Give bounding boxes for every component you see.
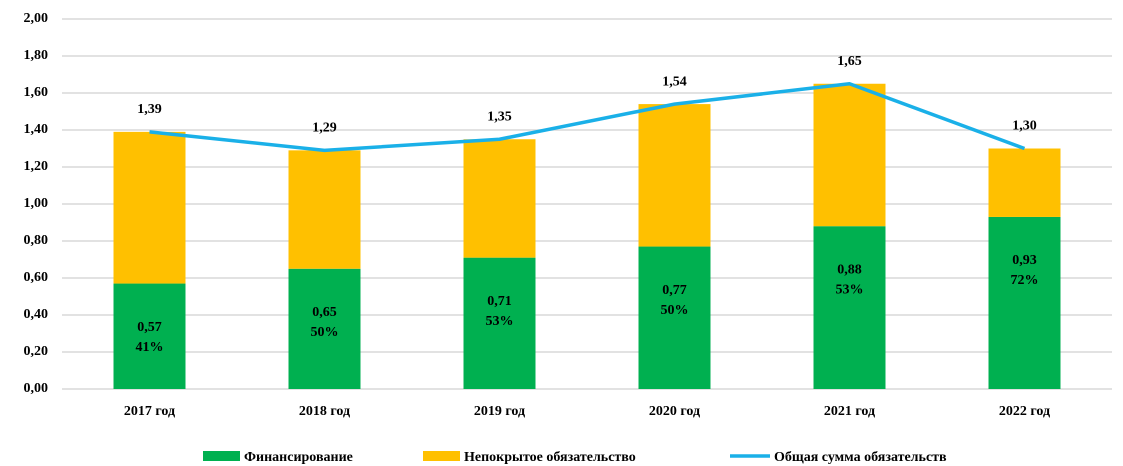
line: [149, 82, 1026, 153]
x-tick-label: 2021 год: [824, 404, 875, 419]
data-label: 1,65: [837, 54, 862, 69]
data-label: 1,30: [1012, 119, 1037, 134]
data-label: 1,35: [487, 109, 512, 124]
y-tick-label: 1,20: [24, 159, 49, 174]
legend-swatch: [423, 451, 460, 461]
percent-label: 53%: [486, 314, 514, 329]
data-label: 0,88: [837, 262, 862, 277]
bar: [288, 150, 361, 269]
x-tick-label: 2018 год: [299, 404, 350, 419]
bar: [463, 257, 536, 389]
percent-label: 41%: [136, 340, 164, 355]
bar: [813, 226, 886, 389]
percent-label: 50%: [311, 325, 339, 340]
y-tick-label: 0,60: [24, 270, 49, 285]
x-tick-label: 2019 год: [474, 404, 525, 419]
x-tick-label: 2020 год: [649, 404, 700, 419]
data-label: 0,77: [662, 283, 687, 298]
bar: [988, 216, 1061, 389]
y-tick-label: 1,60: [24, 85, 49, 100]
bar: [988, 148, 1061, 217]
y-tick-label: 1,00: [24, 196, 49, 211]
data-label: 1,39: [137, 102, 162, 117]
y-tick-label: 0,20: [24, 344, 49, 359]
y-tick-label: 1,40: [24, 122, 49, 137]
y-tick-label: 1,80: [24, 48, 49, 63]
data-label: 0,57: [137, 320, 162, 335]
bar: [113, 283, 186, 389]
data-label: 0,71: [487, 294, 512, 309]
legend-label: Финансирование: [244, 450, 353, 465]
data-label: 1,54: [662, 74, 687, 89]
legend-label: Непокрытое обязательство: [464, 450, 636, 465]
bar: [288, 268, 361, 389]
data-label: 0,93: [1012, 253, 1037, 268]
y-tick-label: 0,80: [24, 233, 49, 248]
bar: [638, 246, 711, 389]
x-tick-label: 2022 год: [999, 404, 1050, 419]
bar: [638, 104, 711, 247]
y-tick-label: 0,00: [24, 381, 49, 396]
bar: [113, 131, 186, 284]
y-tick-label: 0,40: [24, 307, 49, 322]
y-tick-label: 2,00: [24, 11, 49, 26]
legend-label: Общая сумма обязательств: [774, 450, 947, 465]
bar: [813, 83, 886, 227]
legend-swatch: [203, 451, 240, 461]
percent-label: 53%: [836, 282, 864, 297]
percent-label: 72%: [1011, 273, 1039, 288]
percent-label: 50%: [661, 303, 689, 318]
data-label: 0,65: [312, 305, 337, 320]
bar: [463, 139, 536, 258]
x-tick-label: 2017 год: [124, 404, 175, 419]
data-label: 1,29: [312, 121, 337, 136]
